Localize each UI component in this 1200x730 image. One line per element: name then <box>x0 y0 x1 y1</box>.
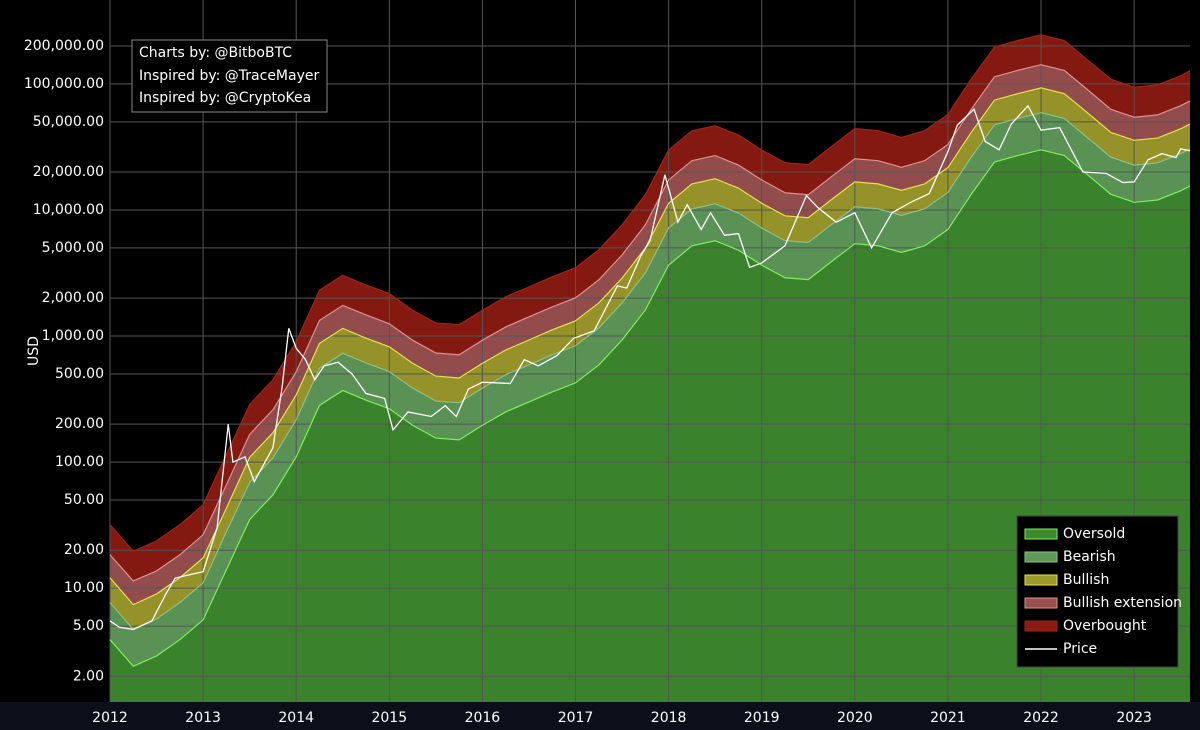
legend-box <box>1016 515 1179 668</box>
band-boundary <box>109 34 1191 553</box>
legend-label: Bullish extension <box>1063 595 1182 611</box>
x-tick-label: 2013 <box>185 710 221 726</box>
y-tick-label: 20.00 <box>64 542 104 558</box>
x-tick-label: 2017 <box>558 710 594 726</box>
band-boundary <box>109 87 1191 606</box>
y-tick-label: 200.00 <box>55 416 104 432</box>
annotation-box <box>131 39 328 113</box>
y-tick-label: 1,000.00 <box>42 328 104 344</box>
y-tick-label: 5,000.00 <box>42 240 104 256</box>
x-tick-label: 2014 <box>278 710 314 726</box>
band-boundary <box>109 149 1191 668</box>
band-area <box>110 64 1190 605</box>
y-tick-label: 10.00 <box>64 580 104 596</box>
x-tick-label: 2021 <box>930 710 966 726</box>
x-tick-label: 2023 <box>1116 710 1152 726</box>
legend-label: Bullish <box>1063 572 1109 588</box>
legend-swatch <box>1024 597 1058 609</box>
x-tick-label: 2020 <box>837 710 873 726</box>
annotation: Inspired by: @CryptoKea <box>139 90 311 106</box>
legend-swatch <box>1024 574 1058 586</box>
band-area <box>110 112 1190 667</box>
y-tick-label: 2,000.00 <box>42 290 104 306</box>
band-boundary <box>109 112 1191 631</box>
y-tick-label: 20,000.00 <box>33 164 104 180</box>
annotation: Charts by: @BitboBTC <box>139 45 292 61</box>
x-tick-label: 2012 <box>92 710 128 726</box>
y-tick-label: 500.00 <box>55 366 104 382</box>
legend-label: Oversold <box>1063 526 1125 542</box>
band-area <box>110 34 1190 581</box>
legend-label: Bearish <box>1063 549 1116 565</box>
y-tick-label: 200,000.00 <box>24 38 104 54</box>
x-tick-label: 2015 <box>371 710 407 726</box>
y-tick-label: 50.00 <box>64 492 104 508</box>
x-tick-label: 2022 <box>1023 710 1059 726</box>
y-tick-label: 100.00 <box>55 454 104 470</box>
y-tick-label: 100,000.00 <box>24 76 104 92</box>
y-tick-label: 50,000.00 <box>33 114 104 130</box>
legend-swatch <box>1024 551 1058 563</box>
y-tick-label: 10,000.00 <box>33 202 104 218</box>
price-line <box>109 104 1191 631</box>
y-tick-label: 5.00 <box>73 618 104 634</box>
band-area <box>110 87 1190 630</box>
legend-swatch <box>1024 528 1058 540</box>
x-tick-label: 2016 <box>465 710 501 726</box>
y-tick-label: 2.00 <box>73 668 104 684</box>
annotation: Inspired by: @TraceMayer <box>139 68 319 84</box>
y-axis-label: USD <box>26 336 42 366</box>
band-boundary <box>109 64 1191 582</box>
band-area <box>110 149 1190 703</box>
x-tick-label: 2018 <box>651 710 687 726</box>
legend-swatch <box>1024 620 1058 632</box>
x-tick-label: 2019 <box>744 710 780 726</box>
footer-strip <box>0 702 1200 730</box>
plot-area <box>109 0 1191 703</box>
legend-label: Price <box>1063 641 1097 657</box>
legend-label: Overbought <box>1063 618 1147 634</box>
